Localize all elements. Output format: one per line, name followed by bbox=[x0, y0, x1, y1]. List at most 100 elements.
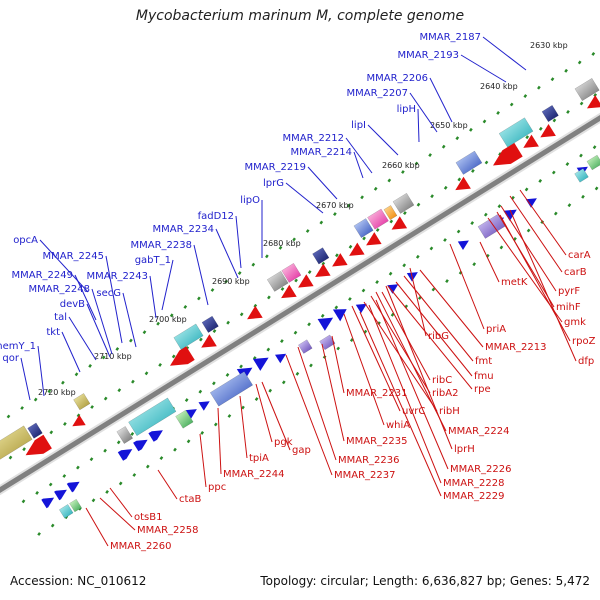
reverse-gene-label: MMAR_2236 bbox=[338, 455, 400, 466]
tick-dot bbox=[63, 421, 67, 426]
tick-dot bbox=[292, 237, 296, 242]
reverse-gene-arrow bbox=[349, 242, 365, 256]
map-title: Mycobacterium marinum M, complete genome bbox=[135, 8, 465, 24]
tick-dot bbox=[431, 287, 436, 292]
reverse-gene-label: rpe bbox=[474, 384, 491, 395]
feature-block bbox=[69, 498, 82, 513]
forward-gene-label: MMAR_2207 bbox=[347, 88, 409, 99]
forward-gene-label-leader bbox=[61, 331, 81, 373]
forward-gene-label: lipO bbox=[240, 195, 260, 206]
reverse-gene-label-leader bbox=[519, 189, 567, 256]
forward-gene-label-leader bbox=[105, 255, 123, 344]
reverse-gene-label: carB bbox=[564, 267, 587, 278]
reverse-gene-label-leader bbox=[500, 205, 557, 292]
tick-dot bbox=[360, 195, 364, 200]
scale-label: 2710 kbp bbox=[94, 352, 132, 361]
tick-dot bbox=[443, 238, 447, 242]
tick-dot bbox=[61, 380, 65, 385]
tick-dot bbox=[130, 431, 135, 436]
forward-gene-label: qor bbox=[2, 353, 19, 364]
feature-block bbox=[27, 422, 43, 439]
reverse-gene-label-leader bbox=[199, 433, 207, 488]
reverse-gene-label: MMAR_2213 bbox=[485, 342, 547, 353]
tick-dot bbox=[524, 187, 529, 192]
tick-dot bbox=[212, 381, 216, 386]
tick-dot bbox=[267, 295, 271, 300]
forward-gene-label: hemY_1 bbox=[0, 341, 36, 352]
tick-dot bbox=[293, 330, 298, 335]
feature-block bbox=[281, 262, 302, 283]
tick-dot bbox=[320, 313, 325, 318]
tick-dot bbox=[132, 473, 137, 477]
reverse-gene-label-leader bbox=[509, 195, 563, 273]
reverse-gene-label-leader bbox=[85, 507, 109, 547]
scale-label: 2720 kbp bbox=[38, 388, 76, 397]
tick-dot bbox=[334, 305, 339, 310]
reverse-gene-label-leader bbox=[496, 211, 555, 308]
tick-dot bbox=[6, 414, 11, 419]
tick-dot bbox=[565, 162, 570, 167]
tick-dot bbox=[594, 186, 599, 191]
feature-block bbox=[586, 154, 600, 171]
tick-dot bbox=[333, 212, 337, 217]
scale-label: 2690 kbp bbox=[212, 277, 250, 286]
forward-gene-label: MMAR_2219 bbox=[245, 162, 307, 173]
forward-gene-arrow bbox=[41, 497, 55, 509]
reverse-gene-label-leader bbox=[387, 285, 473, 390]
tick-dot bbox=[581, 194, 585, 199]
reverse-gene-label-leader bbox=[331, 335, 345, 394]
tick-dot bbox=[566, 109, 570, 114]
forward-gene-label-leader bbox=[307, 166, 338, 200]
forward-gene-arrow bbox=[253, 357, 269, 371]
tick-dot bbox=[8, 455, 13, 460]
reverse-gene-arrow bbox=[540, 124, 556, 138]
reverse-gene-label-leader bbox=[157, 469, 178, 500]
forward-gene-label-leader bbox=[161, 259, 174, 311]
tick-dot bbox=[227, 414, 232, 418]
tick-dot bbox=[443, 185, 448, 190]
feature-block bbox=[298, 339, 313, 354]
tick-dot bbox=[131, 379, 135, 384]
tick-dot bbox=[538, 126, 543, 131]
tick-dot bbox=[375, 228, 380, 232]
forward-gene-label: tal bbox=[54, 312, 67, 323]
tick-dot bbox=[483, 212, 488, 217]
feature-block bbox=[383, 205, 398, 221]
tick-dot bbox=[403, 211, 407, 216]
tick-dot bbox=[499, 245, 504, 250]
tick-dot bbox=[305, 229, 310, 233]
tick-dot bbox=[319, 220, 324, 225]
tick-dot bbox=[469, 127, 473, 132]
feature-block bbox=[209, 371, 254, 407]
reverse-gene-label: MMAR_2235 bbox=[346, 436, 408, 447]
forward-gene-label-leader bbox=[193, 244, 209, 306]
tick-dot bbox=[226, 320, 230, 325]
reverse-gene-label: MMAR_2260 bbox=[110, 541, 172, 552]
tick-dot bbox=[89, 457, 94, 462]
tick-dot bbox=[336, 346, 341, 351]
forward-gene-arrow bbox=[148, 430, 163, 442]
forward-gene-label-leader bbox=[37, 345, 45, 397]
tick-dot bbox=[21, 499, 26, 504]
forward-gene-arrow bbox=[332, 309, 347, 322]
reverse-gene-label: MMAR_2226 bbox=[450, 464, 512, 475]
reverse-gene-label: priA bbox=[486, 324, 506, 335]
reverse-gene-label: metK bbox=[501, 277, 528, 288]
feature-block bbox=[455, 150, 483, 175]
tick-dot bbox=[33, 397, 38, 402]
forward-gene-label: MMAR_2187 bbox=[420, 32, 482, 43]
feature-block bbox=[574, 168, 589, 183]
forward-gene-arrow bbox=[457, 240, 469, 250]
scale-label: 2700 kbp bbox=[149, 315, 187, 324]
tick-dot bbox=[116, 440, 121, 445]
genome-backbone bbox=[0, 115, 600, 493]
tick-dot bbox=[76, 465, 80, 470]
feature-block bbox=[392, 192, 415, 214]
tick-dot bbox=[579, 153, 583, 158]
tick-dot bbox=[280, 287, 285, 291]
reverse-gene-arrow bbox=[455, 176, 471, 191]
feature-block bbox=[128, 397, 177, 437]
forward-gene-label-leader bbox=[235, 215, 242, 269]
